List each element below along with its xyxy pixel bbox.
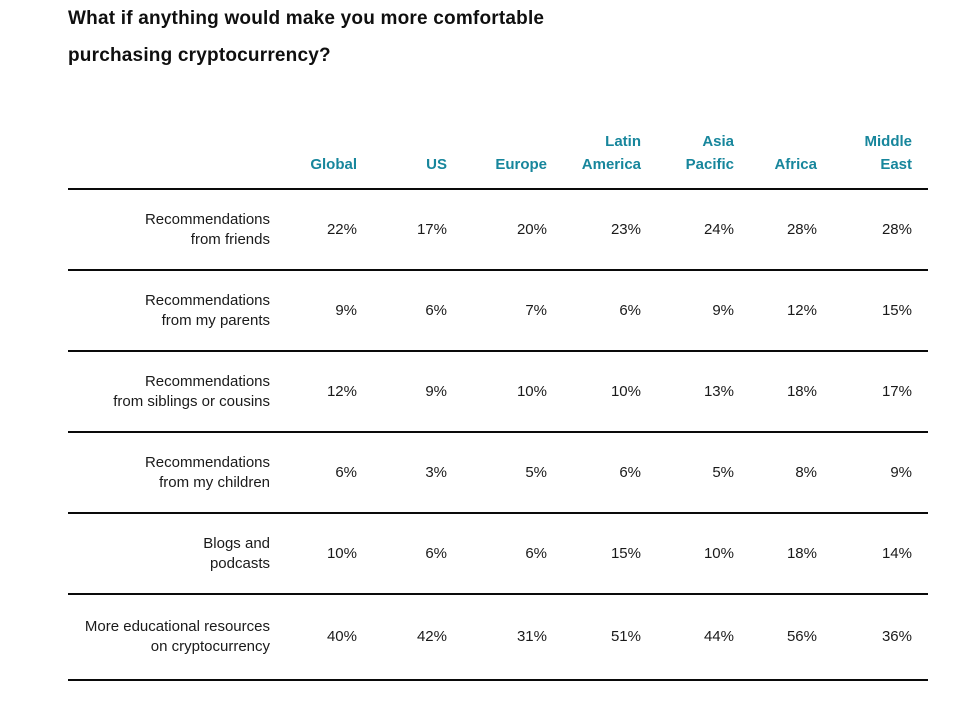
- table-row-siblings: Recommendations from siblings or cousins…: [40, 352, 928, 431]
- row-label: More educational resources on cryptocurr…: [84, 618, 270, 655]
- table-header-row: Global US Europe Latin America Asia Paci…: [40, 120, 928, 188]
- divider: [68, 350, 928, 352]
- value-cell: 7%: [525, 301, 547, 319]
- table-row-blogs-podcasts: Blogs and podcasts 10% 6% 6% 15% 10% 18%…: [40, 514, 928, 593]
- value-cell: 10%: [703, 544, 734, 562]
- value-cell: 12%: [786, 301, 817, 319]
- value-cell: 12%: [326, 382, 357, 400]
- page-title: What if anything would make you more com…: [68, 8, 545, 66]
- value-cell: 6%: [425, 301, 447, 319]
- column-header-global: Global: [310, 156, 357, 173]
- divider: [68, 188, 928, 190]
- value-cell: 18%: [786, 382, 817, 400]
- divider: [68, 512, 928, 514]
- row-label: Recommendations from my parents: [144, 291, 270, 329]
- table-row-children: Recommendations from my children 6% 3% 5…: [40, 433, 928, 512]
- column-header-asia-pacific: Asia Pacific: [685, 133, 734, 173]
- row-label: Recommendations from siblings or cousins: [113, 372, 270, 410]
- value-cell: 17%: [416, 220, 447, 238]
- divider: [68, 269, 928, 271]
- value-cell: 14%: [881, 544, 912, 562]
- value-cell: 9%: [890, 463, 912, 481]
- table-row-parents: Recommendations from my parents 9% 6% 7%…: [40, 271, 928, 350]
- value-cell: 44%: [703, 628, 734, 645]
- value-cell: 51%: [610, 628, 641, 645]
- value-cell: 6%: [619, 301, 641, 319]
- value-cell: 3%: [425, 463, 447, 481]
- value-cell: 6%: [425, 544, 447, 562]
- value-cell: 9%: [712, 301, 734, 319]
- value-cell: 5%: [712, 463, 734, 481]
- value-cell: 10%: [326, 544, 357, 562]
- column-header-africa: Africa: [774, 156, 817, 173]
- value-cell: 24%: [703, 220, 734, 238]
- value-cell: 42%: [416, 628, 447, 645]
- survey-results-table: Global US Europe Latin America Asia Paci…: [40, 120, 928, 681]
- value-cell: 18%: [786, 544, 817, 562]
- value-cell: 22%: [326, 220, 357, 238]
- row-label: Blogs and podcasts: [203, 534, 270, 572]
- value-cell: 15%: [881, 301, 912, 319]
- value-cell: 15%: [610, 544, 641, 562]
- value-cell: 6%: [619, 463, 641, 481]
- table-row-friends: Recommendations from friends 22% 17% 20%…: [40, 190, 928, 269]
- divider: [68, 593, 928, 595]
- value-cell: 10%: [516, 382, 547, 400]
- value-cell: 9%: [335, 301, 357, 319]
- value-cell: 8%: [795, 463, 817, 481]
- value-cell: 17%: [881, 382, 912, 400]
- value-cell: 28%: [786, 220, 817, 238]
- value-cell: 6%: [335, 463, 357, 481]
- column-header-europe: Europe: [495, 156, 547, 173]
- value-cell: 23%: [610, 220, 641, 238]
- column-header-latin-america: Latin America: [581, 133, 641, 173]
- row-label: Recommendations from friends: [144, 210, 270, 248]
- divider: [68, 679, 928, 681]
- value-cell: 13%: [703, 382, 734, 400]
- value-cell: 31%: [516, 628, 547, 645]
- value-cell: 6%: [525, 544, 547, 562]
- value-cell: 28%: [881, 220, 912, 238]
- divider: [68, 431, 928, 433]
- value-cell: 36%: [881, 628, 912, 645]
- column-header-middle-east: Middle East: [864, 133, 913, 173]
- table-row-educational-resources: More educational resources on cryptocurr…: [40, 595, 928, 679]
- row-label: Recommendations from my children: [144, 453, 270, 491]
- value-cell: 56%: [786, 628, 817, 645]
- value-cell: 9%: [425, 382, 447, 400]
- value-cell: 5%: [525, 463, 547, 481]
- value-cell: 20%: [516, 220, 547, 238]
- column-header-us: US: [426, 156, 447, 173]
- value-cell: 10%: [610, 382, 641, 400]
- value-cell: 40%: [326, 628, 357, 645]
